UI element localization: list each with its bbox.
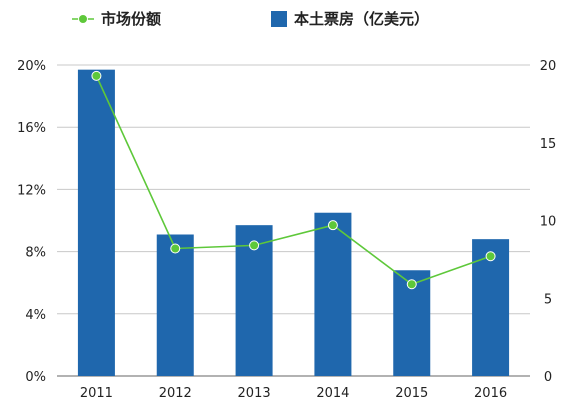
x-tick-label: 2012 bbox=[159, 386, 192, 401]
legend-label: 市场份额 bbox=[101, 10, 161, 28]
bar bbox=[156, 234, 194, 376]
point bbox=[485, 251, 496, 262]
y-left-tick-label: 20% bbox=[17, 59, 46, 74]
bar-series bbox=[77, 69, 510, 376]
x-tick-label: 2013 bbox=[238, 386, 271, 401]
y-right-tick-label: 5 bbox=[544, 292, 552, 307]
gridlines bbox=[57, 64, 530, 377]
y-left-tick-label: 4% bbox=[25, 308, 46, 323]
point bbox=[170, 243, 181, 254]
y-right-tick-label: 20 bbox=[540, 59, 557, 74]
y-right-tick-label: 10 bbox=[540, 215, 557, 230]
bar bbox=[472, 239, 510, 376]
axes: 0% 4% 8% 12% 16% 20% 0 5 10 15 20 2011 2012 2013 2014 2… bbox=[17, 59, 556, 401]
x-tick-label: 2011 bbox=[80, 386, 113, 401]
point bbox=[327, 220, 338, 231]
y-right-tick-label: 0 bbox=[544, 370, 552, 385]
x-tick-label: 2015 bbox=[395, 386, 428, 401]
y-right-tick-label: 15 bbox=[540, 137, 557, 152]
y-left-tick-label: 8% bbox=[25, 246, 46, 261]
y-left-tick-label: 0% bbox=[25, 370, 46, 385]
x-tick-label: 2016 bbox=[474, 386, 507, 401]
x-tick-label: 2014 bbox=[316, 386, 349, 401]
y-left-tick-label: 12% bbox=[17, 183, 46, 198]
point bbox=[91, 70, 102, 81]
legend-marker bbox=[78, 14, 88, 24]
legend-swatch bbox=[271, 11, 287, 27]
point bbox=[406, 279, 417, 290]
bar bbox=[77, 69, 115, 376]
bar bbox=[314, 212, 352, 376]
y-left-tick-label: 16% bbox=[17, 121, 46, 136]
series-line bbox=[95, 75, 491, 286]
legend-label: 本土票房（亿美元） bbox=[294, 10, 429, 28]
line-series bbox=[91, 70, 496, 290]
legend: 市场份额 本土票房（亿美元） bbox=[72, 10, 429, 28]
point bbox=[249, 240, 260, 251]
